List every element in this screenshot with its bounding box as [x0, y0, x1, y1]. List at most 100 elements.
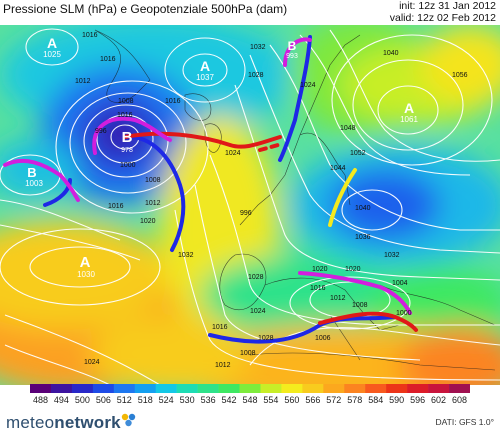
isobar-label: 1020: [345, 266, 361, 273]
isobar-label: 1040: [383, 50, 399, 57]
isobar-label: 1040: [355, 205, 371, 212]
isobar-label: 1016: [212, 324, 228, 331]
scale-tick-label: 596: [410, 395, 426, 405]
isobar-label: 1016: [117, 112, 133, 119]
scale-tick-label: 488: [32, 395, 48, 405]
scale-color-box: [344, 384, 366, 393]
scale-color-box: [386, 384, 408, 393]
isobar-labels: 1016 1012 1016 1032 1028 1016 1008 1000 …: [75, 32, 468, 369]
scale-tick-label: 554: [263, 395, 279, 405]
isobar-label: 1032: [178, 252, 194, 259]
occluded-front: [92, 116, 172, 155]
meteonetwork-logo: meteonetwork: [6, 413, 121, 433]
isobar-label: 1012: [75, 78, 91, 85]
scale-color-box: [218, 384, 240, 393]
scale-tick-labels: 488 494 500 506 512 518 524 530 536 542 548 554 560 5…: [30, 395, 470, 407]
map-title: Pressione SLM (hPa) e Geopotenziale 500h…: [3, 2, 288, 16]
isobar-label: 1008: [145, 177, 161, 184]
scale-tick-label: 536: [200, 395, 216, 405]
isobar-label: 1016: [310, 285, 326, 292]
isobar-label: 1032: [250, 44, 266, 51]
scale-color-box: [92, 384, 115, 393]
low-center: B: [122, 129, 133, 146]
scale-color-box: [197, 384, 219, 393]
warm-front: [123, 131, 282, 149]
scale-tick-label: 542: [221, 395, 237, 405]
high-center-value: 1030: [77, 270, 95, 279]
high-center: A: [200, 58, 210, 74]
scale-color-box: [428, 384, 450, 393]
scale-tick-label: 572: [326, 395, 342, 405]
high-center: A: [47, 35, 57, 51]
cold-front: [43, 178, 72, 207]
scale-color-box: [30, 384, 52, 393]
scale-color-box: [176, 384, 198, 393]
scale-color-box: [134, 384, 157, 393]
cold-front: [123, 134, 186, 252]
geopotential-field: [0, 25, 500, 385]
coastlines: [94, 29, 496, 371]
low-center-value: 993: [286, 53, 298, 60]
scale-color-box: [113, 384, 136, 393]
warm-front: [318, 311, 418, 332]
scale-tick-label: 584: [368, 395, 384, 405]
scale-tick-label: 506: [95, 395, 111, 405]
logo-dots-icon: [121, 413, 136, 427]
isobar-label: 1020: [312, 266, 328, 273]
scale-color-box: [281, 384, 303, 393]
isobar-label: 1020: [140, 218, 156, 225]
logo-text-meteo: meteo: [6, 413, 55, 432]
occluded-front: [283, 37, 312, 67]
scale-color-box: [71, 384, 94, 393]
scale-color-box: [260, 384, 282, 393]
isobar-label: 1024: [84, 359, 100, 366]
isobar-label: 1024: [300, 82, 316, 89]
isobar-label: 1006: [315, 335, 331, 342]
run-info: init: 12z 31 Jan 2012 valid: 12z 02 Feb …: [390, 0, 496, 24]
logo-text-network: network: [54, 413, 121, 432]
occluded-front: [298, 271, 412, 315]
scale-tick-label: 500: [74, 395, 90, 405]
isobar-label: 1028: [258, 335, 274, 342]
scale-color-box: [365, 384, 387, 393]
scale-tick-label: 608: [452, 395, 468, 405]
isobar-label: 1008: [118, 98, 134, 105]
scale-tick-label: 548: [242, 395, 258, 405]
isobars: [0, 28, 500, 385]
isobar-label: 1056: [452, 72, 468, 79]
isobar-label: 1000: [396, 310, 412, 317]
occluded-front: [3, 158, 80, 202]
cold-front: [208, 315, 397, 344]
low-center: B: [27, 165, 36, 180]
isobar-label: 1000: [120, 162, 136, 169]
isobar-label: 1024: [225, 150, 241, 157]
low-center: B: [288, 39, 297, 53]
scale-color-box: [407, 384, 429, 393]
pressure-centers: A 1025 A 1037 B 993 B 978 B 1003 A 1061 …: [25, 35, 418, 279]
isobar-label: 1052: [350, 150, 366, 157]
cold-front: [278, 35, 312, 162]
isobar-label: 1024: [250, 308, 266, 315]
isobar-label: 1012: [145, 200, 161, 207]
scale-tick-label: 524: [158, 395, 174, 405]
high-center: A: [404, 100, 414, 116]
high-center: A: [80, 254, 91, 271]
scale-tick-label: 590: [389, 395, 405, 405]
high-center-value: 1025: [43, 50, 61, 59]
isobar-label: 1016: [165, 98, 181, 105]
isobar-label: 1016: [100, 56, 116, 63]
data-source: DATI: GFS 1.0°: [435, 417, 494, 427]
scale-color-box: [50, 384, 73, 393]
isobar-label: 1008: [240, 350, 256, 357]
isobar-label: 1036: [355, 234, 371, 241]
isobar-label: 996: [95, 128, 107, 135]
isobar-label: 1012: [330, 295, 346, 302]
scale-color-box: [155, 384, 177, 393]
scale-tick-label: 512: [116, 395, 132, 405]
scale-tick-label: 578: [347, 395, 363, 405]
low-center-value: 1003: [25, 179, 43, 188]
scale-tick-label: 530: [179, 395, 195, 405]
scale-tick-label: 566: [305, 395, 321, 405]
geopotential-color-scale: [30, 384, 470, 393]
stationary-trough: [328, 168, 357, 227]
